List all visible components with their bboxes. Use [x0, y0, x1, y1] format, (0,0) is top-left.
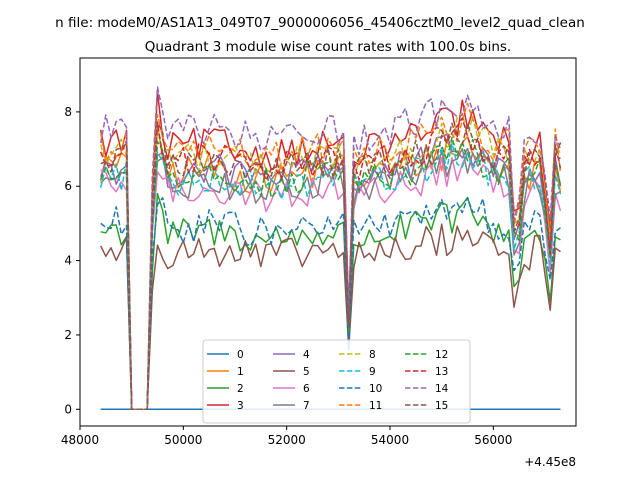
plot-frame [79, 57, 577, 427]
legend-label-6: 6 [303, 383, 310, 395]
x-tick-label: 48000 [61, 433, 99, 447]
series-line-11 [99, 102, 562, 411]
x-offset-label: +4.45e8 [524, 455, 576, 469]
legend-label-12: 12 [435, 349, 448, 361]
y-tick-label: 0 [64, 402, 72, 416]
series-line-15 [100, 121, 562, 411]
legend-label-2: 2 [237, 383, 244, 395]
y-tick-label: 4 [64, 254, 72, 268]
series-line-3 [99, 90, 562, 411]
legend-label-8: 8 [369, 349, 376, 361]
series-layer [99, 86, 562, 411]
series-line-7 [100, 147, 561, 411]
legend-label-4: 4 [303, 349, 310, 361]
legend-label-5: 5 [303, 366, 310, 378]
chart-suptitle: n file: modeM0/AS1A13_049T07_9000006056_… [55, 15, 585, 31]
series-line-6 [100, 151, 562, 411]
legend-label-7: 7 [303, 400, 310, 412]
legend-label-13: 13 [435, 366, 448, 378]
x-tick-label: 56000 [474, 433, 512, 447]
series-line-2 [100, 192, 561, 411]
x-tick-label: 52000 [268, 433, 306, 447]
legend-label-10: 10 [369, 383, 382, 395]
legend-label-11: 11 [369, 400, 382, 412]
series-line-14 [99, 86, 562, 411]
legend-label-15: 15 [435, 400, 448, 412]
y-tick-label: 8 [64, 105, 72, 119]
chart-title: Quadrant 3 module wise count rates with … [145, 39, 511, 55]
y-tick-label: 2 [64, 328, 72, 342]
y-axis: 0 2 4 6 8 [64, 105, 80, 416]
legend-frame [202, 339, 471, 424]
series-line-9 [99, 142, 562, 411]
series-line-13 [99, 117, 561, 411]
x-axis: 48000 50000 52000 54000 56000 [61, 426, 512, 447]
legend-label-14: 14 [435, 383, 449, 395]
legend-label-3: 3 [237, 400, 244, 412]
series-line-5 [100, 223, 561, 411]
legend-label-9: 9 [369, 366, 376, 378]
x-tick-label: 50000 [164, 433, 202, 447]
legend-label-1: 1 [237, 366, 244, 378]
series-line-10 [100, 196, 561, 411]
y-tick-label: 6 [64, 179, 72, 193]
x-tick-label: 54000 [371, 433, 409, 447]
legend-label-0: 0 [237, 349, 244, 361]
